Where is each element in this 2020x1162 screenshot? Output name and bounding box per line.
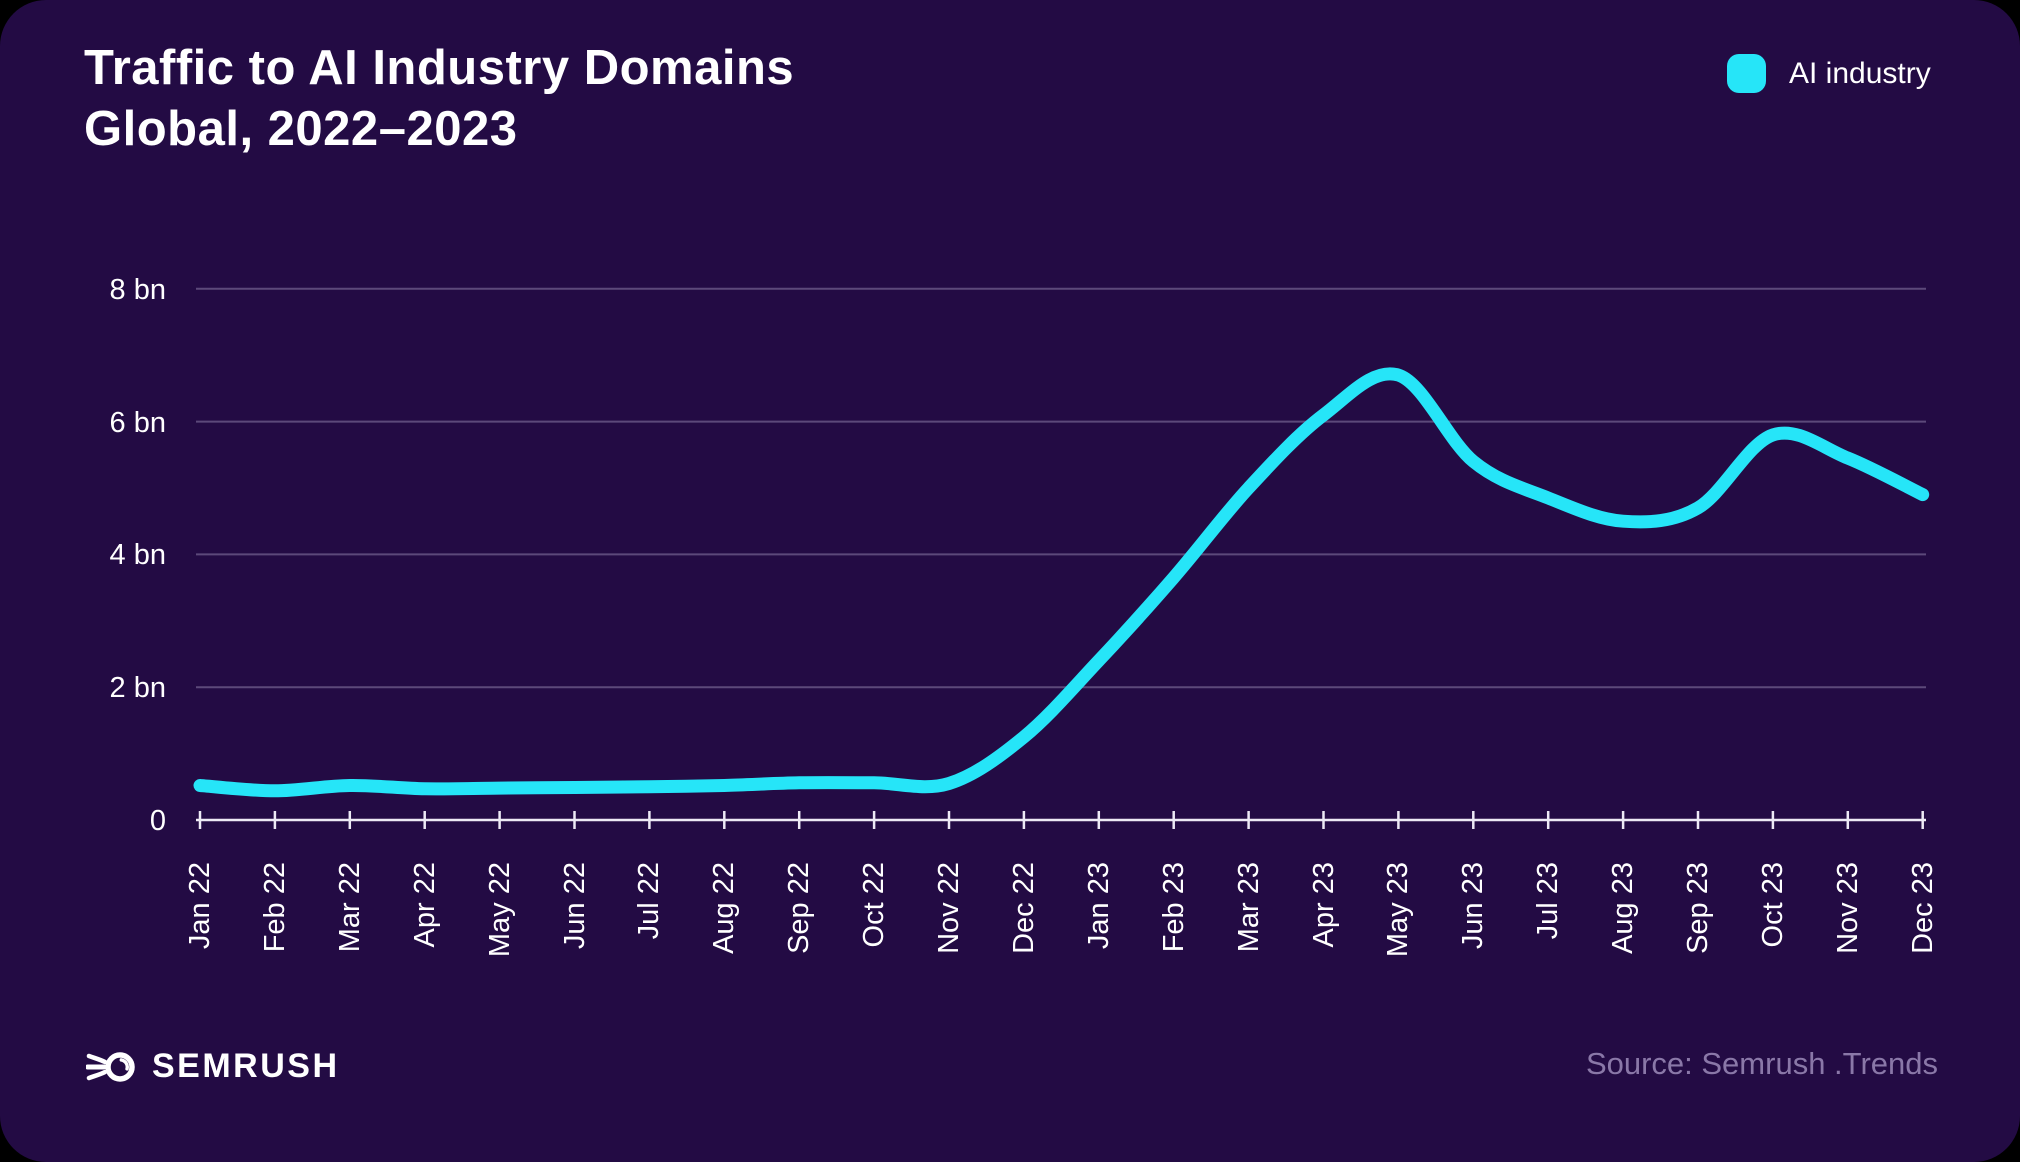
legend-swatch-icon (1727, 54, 1766, 93)
x-tick-label: Jan 22 (184, 862, 216, 950)
x-tick-label: Jun 22 (558, 862, 591, 950)
x-tick-label: Nov 22 (933, 862, 965, 954)
x-tick-label: Mar 23 (1232, 862, 1265, 953)
semrush-wordmark: SEMRUSH (152, 1047, 340, 1085)
x-tick-label: Feb 23 (1157, 862, 1190, 953)
chart-title-line2: Global, 2022–2023 (84, 102, 518, 156)
x-tick-label: Oct 23 (1756, 862, 1789, 948)
x-tick-label: Apr 23 (1307, 862, 1340, 948)
x-tick-label: Aug 23 (1607, 862, 1640, 954)
x-tick-label: Jun 23 (1457, 862, 1490, 950)
x-tick-label: Dec 23 (1906, 862, 1939, 954)
y-tick-label: 8 bn (109, 273, 166, 306)
x-tick-label: Dec 22 (1007, 862, 1040, 954)
x-tick-label: Feb 22 (258, 862, 291, 953)
x-tick-label: Sep 23 (1682, 862, 1714, 954)
y-tick-label: 0 (149, 805, 166, 837)
y-tick-label: 2 bn (109, 672, 166, 705)
data-line-ai-industry (193, 367, 1930, 798)
x-tick-label: Oct 22 (858, 862, 891, 948)
x-tick-label: Jul 22 (633, 862, 666, 940)
y-tick-label: 4 bn (109, 539, 166, 572)
x-tick-label: Sep 22 (783, 862, 816, 954)
chart-title: Traffic to AI Industry Domains Global, 20… (84, 38, 794, 160)
x-tick-label: Aug 22 (708, 862, 741, 954)
x-tick-label: Jul 23 (1532, 862, 1565, 940)
x-tick-label: May 22 (483, 862, 516, 958)
x-tick-label: Apr 22 (408, 862, 441, 948)
source-attribution: Source: Semrush .Trends (1585, 1046, 1938, 1081)
x-tick-label: May 23 (1382, 862, 1415, 958)
chart-title-line1: Traffic to AI Industry Domains (84, 41, 795, 95)
semrush-comet-icon (86, 1052, 135, 1082)
x-tick-label: Jan 23 (1082, 862, 1115, 950)
legend-label: AI industry (1789, 57, 1931, 90)
x-tick-label: Mar 22 (333, 862, 366, 953)
x-tick-label: Nov 23 (1831, 862, 1864, 954)
y-tick-label: 6 bn (109, 406, 166, 439)
